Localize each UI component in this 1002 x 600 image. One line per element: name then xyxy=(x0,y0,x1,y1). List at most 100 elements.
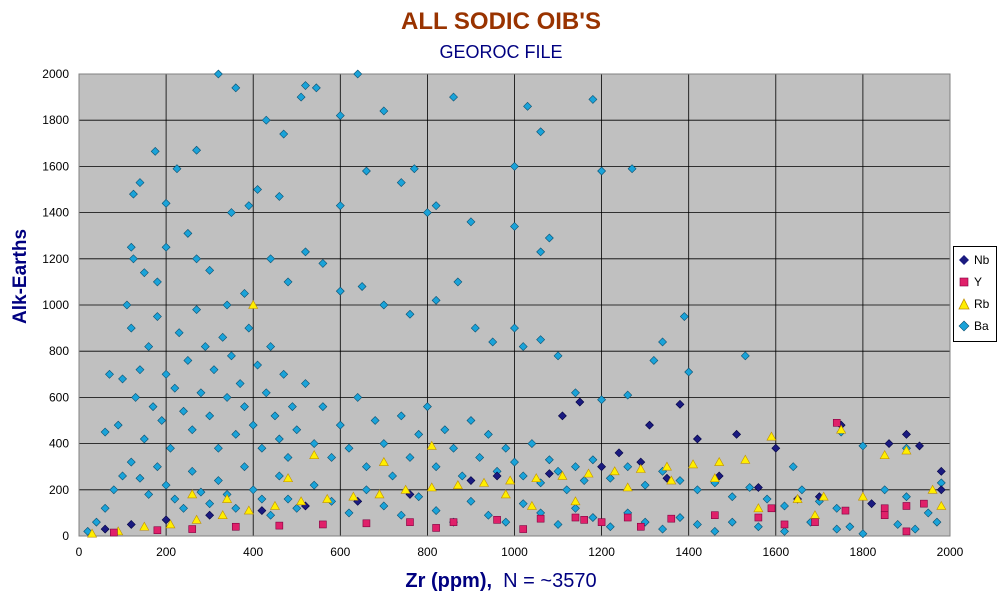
point-y xyxy=(536,514,545,523)
point-ba xyxy=(396,510,406,520)
point-nb xyxy=(771,443,781,453)
y-tick-label: 1400 xyxy=(42,206,69,220)
point-ba xyxy=(192,145,202,155)
point-ba xyxy=(640,480,650,490)
x-tick-label: 1400 xyxy=(675,545,702,559)
point-ba xyxy=(257,443,267,453)
point-rb xyxy=(426,440,437,450)
point-nb xyxy=(732,429,742,439)
point-nb xyxy=(936,466,946,476)
point-ba xyxy=(571,462,580,472)
point-nb xyxy=(614,448,624,458)
point-y xyxy=(110,528,118,537)
point-y xyxy=(623,513,632,522)
point-ba xyxy=(109,485,119,495)
point-rb xyxy=(927,484,938,494)
point-ba xyxy=(105,369,114,379)
point-ba xyxy=(309,439,319,449)
x-axis-label-note: N = ~3570 xyxy=(503,570,597,592)
x-tick-label: 2000 xyxy=(937,545,964,559)
point-ba xyxy=(579,476,589,485)
point-ba xyxy=(152,277,162,287)
point-ba xyxy=(152,312,162,321)
point-rb xyxy=(622,482,633,492)
point-ba xyxy=(227,208,236,218)
point-ba xyxy=(858,529,868,539)
point-ba xyxy=(144,489,154,499)
point-ba xyxy=(231,429,241,439)
y-tick-label: 400 xyxy=(49,437,69,451)
point-ba xyxy=(466,217,476,227)
point-y xyxy=(767,504,776,513)
point-ba xyxy=(405,453,415,462)
point-ba xyxy=(510,161,519,171)
point-nb xyxy=(126,520,136,529)
point-ba xyxy=(161,242,171,252)
point-y xyxy=(188,525,197,533)
point-nb xyxy=(205,510,215,520)
point-ba xyxy=(253,185,262,194)
point-ba xyxy=(296,92,306,102)
point-ba xyxy=(292,425,302,435)
point-ba xyxy=(422,208,432,218)
x-tick-label: 400 xyxy=(243,545,263,559)
point-ba xyxy=(344,443,354,453)
point-ba xyxy=(240,402,249,412)
point-y xyxy=(841,506,850,515)
point-ba xyxy=(222,392,232,402)
point-ba xyxy=(414,492,424,502)
point-nb xyxy=(753,483,763,492)
point-ba xyxy=(129,189,138,199)
point-rb xyxy=(479,477,490,487)
point-ba xyxy=(788,462,798,472)
point-rb xyxy=(187,489,198,499)
point-ba xyxy=(740,351,750,361)
legend-item-rb: Rb xyxy=(958,294,989,314)
point-nb xyxy=(557,411,567,421)
x-tick-label: 1800 xyxy=(850,545,877,559)
point-nb xyxy=(161,515,171,525)
point-y xyxy=(153,526,162,535)
point-ba xyxy=(858,441,868,451)
point-ba xyxy=(475,453,485,462)
point-rb xyxy=(87,528,98,538)
point-ba xyxy=(679,312,689,321)
point-ba xyxy=(131,392,141,402)
point-rb xyxy=(709,473,720,483)
point-rb xyxy=(378,456,389,466)
point-y xyxy=(275,521,284,530)
point-y xyxy=(580,516,588,524)
point-ba xyxy=(196,487,206,497)
point-nb xyxy=(915,441,924,451)
point-ba xyxy=(536,335,546,345)
point-ba xyxy=(231,83,241,93)
point-y xyxy=(362,519,371,528)
point-ba xyxy=(157,416,167,425)
point-ba xyxy=(501,517,511,527)
point-ba xyxy=(431,295,441,305)
point-ba xyxy=(780,526,789,536)
y-tick-label: 2000 xyxy=(42,67,69,81)
point-ba xyxy=(893,520,903,529)
data-points xyxy=(83,69,947,539)
point-ba xyxy=(335,111,345,121)
point-ba xyxy=(727,517,737,527)
point-y xyxy=(449,518,458,526)
point-y xyxy=(780,520,789,529)
point-rb xyxy=(879,450,890,459)
point-ba xyxy=(431,506,441,516)
point-ba xyxy=(453,277,463,287)
point-rb xyxy=(753,503,764,513)
point-ba xyxy=(279,369,289,379)
point-ba xyxy=(780,501,789,511)
x-tick-label: 600 xyxy=(330,545,350,559)
point-ba xyxy=(187,425,197,435)
point-rb xyxy=(936,500,947,510)
point-rb xyxy=(836,424,847,434)
point-rb xyxy=(740,454,751,464)
point-rb xyxy=(792,493,803,503)
point-ba xyxy=(518,499,528,509)
y-tick-label: 1000 xyxy=(42,298,69,312)
point-ba xyxy=(409,164,419,174)
point-ba xyxy=(675,476,685,485)
